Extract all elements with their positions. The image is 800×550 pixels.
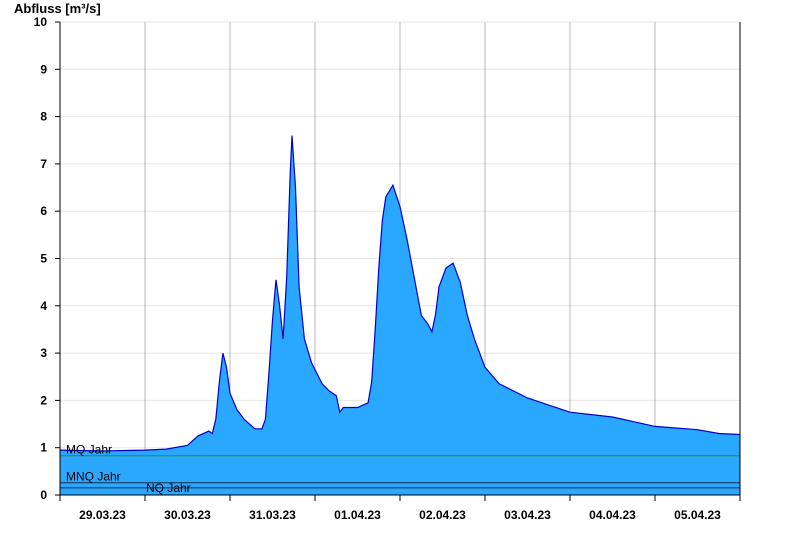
- y-tick-label: 4: [40, 299, 47, 313]
- x-tick-label: 30.03.23: [164, 508, 211, 522]
- x-tick-label: 31.03.23: [249, 508, 296, 522]
- y-tick-label: 7: [40, 157, 47, 171]
- discharge-area: [60, 135, 740, 495]
- discharge-line: [59, 135, 741, 452]
- x-tick-label: 01.04.23: [334, 508, 381, 522]
- y-axis-label: Abfluss [m³/s]: [14, 1, 101, 16]
- axes: 0 1 2 3 4 5 6 7 8 9 10 29.03.23 30.03.23 31.03.23 01.0…: [34, 15, 741, 522]
- x-tick-label: 02.04.23: [419, 508, 466, 522]
- y-tick-label: 8: [40, 110, 47, 124]
- y-tick-label: 10: [34, 15, 48, 29]
- reference-line-label: NQ Jahr: [146, 481, 191, 495]
- reference-line-label: MQ Jahr: [66, 443, 112, 457]
- y-tick-label: 0: [40, 488, 47, 502]
- y-tick-label: 9: [40, 62, 47, 76]
- x-tick-label: 29.03.23: [79, 508, 126, 522]
- reference-line-label: MNQ Jahr: [66, 470, 121, 484]
- y-tick-label: 2: [40, 393, 47, 407]
- y-tick-label: 1: [40, 441, 47, 455]
- x-tick-label: 03.04.23: [504, 508, 551, 522]
- y-tick-label: 3: [40, 346, 47, 360]
- x-tick-label: 05.04.23: [674, 508, 721, 522]
- y-tick-label: 5: [40, 252, 47, 266]
- y-tick-label: 6: [40, 204, 47, 218]
- reference-lines: MQ Jahr MNQ Jahr NQ Jahr: [60, 443, 740, 495]
- x-tick-label: 04.04.23: [589, 508, 636, 522]
- plot-area: [59, 135, 741, 495]
